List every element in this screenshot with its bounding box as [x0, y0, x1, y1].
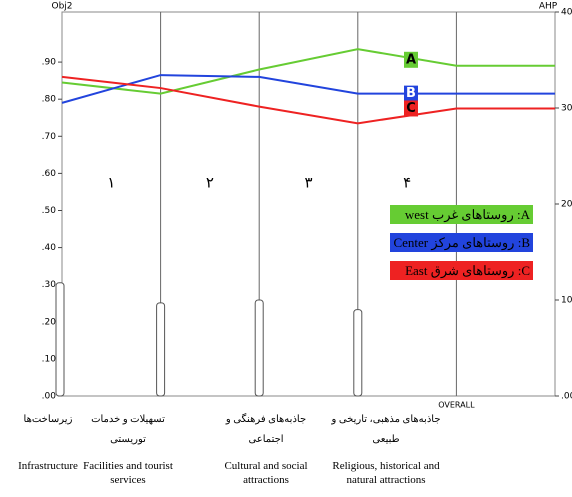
x-tick-label-fa: جاذبه‌های مذهبی، تاریخی و طبیعی: [331, 414, 441, 445]
line: [61, 75, 555, 125]
y2-tick-label: 10: [561, 296, 572, 306]
series-tag: [404, 100, 418, 117]
x-tick-label: OVERALL: [438, 401, 475, 410]
line: [61, 74, 555, 104]
y-tick-label: .40: [42, 243, 57, 253]
legend-entry: B: روستاهای مرکز Center: [390, 233, 533, 252]
y2-tick-label: 40: [561, 8, 572, 18]
x-tick-label-fa: زیرساخت‌ها: [23, 414, 73, 425]
y2-tick-label: 30: [561, 104, 572, 114]
y-tick-label: .90: [42, 58, 57, 68]
bar: [156, 302, 166, 397]
y-tick-label: .10: [42, 354, 57, 364]
y-tick-label: .30: [42, 280, 57, 290]
series-name: A: [406, 52, 416, 67]
segment-label: ۴: [403, 174, 411, 192]
y-tick-label: .80: [42, 95, 57, 105]
y-tick-label: .60: [42, 169, 57, 179]
bar: [55, 282, 65, 397]
y-tick-label: .50: [42, 206, 57, 216]
y-tick-label: .70: [42, 132, 57, 142]
y2-tick-label: .00: [561, 392, 572, 402]
y-tick-label: .20: [42, 317, 57, 327]
y-axis-label: Obj2: [51, 2, 72, 12]
x-tick-label: Cultural and social attractions: [224, 460, 308, 486]
y-tick-label: .00: [42, 392, 57, 402]
line: [61, 48, 555, 95]
x-tick-label: Infrastructure: [18, 460, 78, 472]
y2-axis-label: AHP: [539, 2, 558, 12]
legend-entry: C: روستاهای شرق East: [390, 261, 533, 280]
plot-area: [61, 11, 556, 397]
segment-label: ۲: [206, 174, 214, 192]
bar: [353, 309, 363, 397]
legend-entry: A: روستاهای غرب west: [390, 205, 533, 224]
x-tick-label-fa: تسهیلات و خدمات توریستی: [91, 414, 165, 445]
x-tick-label: Facilities and tourist services: [83, 460, 173, 486]
segment-label: ۱: [107, 174, 115, 192]
x-tick-label: Religious, historical and natural attrac…: [332, 460, 440, 486]
series-name: B: [406, 86, 416, 101]
segment-label: ۳: [304, 174, 312, 192]
x-tick-label-fa: جاذبه‌های فرهنگی و اجتماعی: [225, 414, 307, 445]
series-tag: [404, 51, 418, 68]
series-name: C: [406, 101, 416, 116]
series-tag: [404, 85, 418, 102]
y2-tick-label: 20: [561, 200, 572, 210]
bar: [254, 299, 264, 397]
